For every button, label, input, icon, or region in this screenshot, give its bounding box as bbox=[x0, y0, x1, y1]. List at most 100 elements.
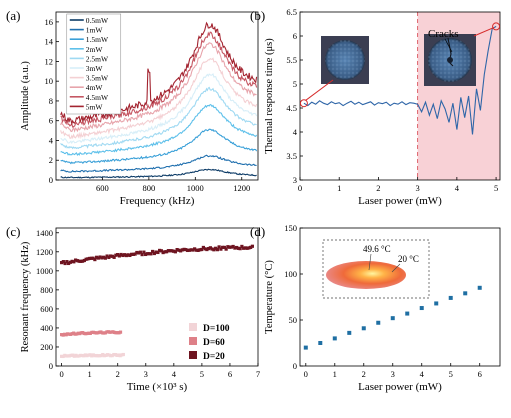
data-point bbox=[173, 250, 177, 254]
x-tick-label: 3 bbox=[416, 183, 420, 193]
legend-swatch bbox=[189, 337, 197, 345]
data-point bbox=[114, 253, 118, 257]
data-point bbox=[142, 250, 146, 254]
data-point bbox=[477, 285, 482, 290]
data-point bbox=[215, 248, 219, 252]
data-point bbox=[147, 252, 151, 256]
data-point bbox=[187, 248, 191, 252]
legend-label: 1.5mW bbox=[86, 35, 109, 44]
x-tick-label: 0 bbox=[298, 183, 302, 193]
data-point bbox=[117, 254, 121, 258]
data-point bbox=[231, 244, 235, 249]
y-axis-label: Temperature (°C) bbox=[264, 260, 275, 334]
data-point bbox=[96, 256, 100, 260]
data-point bbox=[84, 257, 88, 261]
y-tick-label: 4 bbox=[49, 135, 54, 145]
data-point bbox=[161, 250, 165, 255]
y-tick-label: 1200 bbox=[36, 247, 53, 257]
y-tick-label: 6.5 bbox=[286, 7, 297, 17]
data-point bbox=[434, 301, 439, 306]
temperature-points bbox=[303, 285, 482, 350]
y-tick-label: 10 bbox=[45, 76, 54, 86]
data-point bbox=[72, 260, 76, 264]
data-point bbox=[63, 261, 67, 266]
legend-label: 3.5mW bbox=[86, 74, 109, 83]
hot-temperature-label: 49.6 °C bbox=[363, 244, 391, 254]
y-tick-label: 6 bbox=[49, 116, 53, 126]
legend-label: 0.5mW bbox=[86, 16, 109, 25]
data-point bbox=[61, 260, 65, 264]
cracks-pointer bbox=[444, 38, 453, 53]
data-point bbox=[243, 246, 247, 250]
data-point bbox=[158, 248, 162, 253]
data-point bbox=[100, 256, 104, 260]
hot-pointer bbox=[368, 253, 372, 271]
data-point bbox=[361, 326, 366, 331]
panel-label: (c) bbox=[6, 224, 20, 239]
y-tick-label: 3 bbox=[293, 175, 297, 185]
data-point bbox=[109, 254, 113, 258]
data-point bbox=[112, 255, 116, 259]
data-point bbox=[91, 256, 95, 260]
data-point bbox=[247, 246, 251, 250]
legend-label: 4.5mW bbox=[86, 93, 109, 102]
data-point bbox=[82, 258, 86, 263]
data-point bbox=[119, 252, 123, 257]
data-point bbox=[376, 320, 381, 325]
x-tick-label: 1 bbox=[88, 369, 92, 379]
data-point bbox=[240, 244, 244, 249]
data-point bbox=[182, 247, 186, 251]
y-tick-label: 150 bbox=[284, 223, 297, 233]
spectra-series bbox=[60, 21, 258, 179]
data-point bbox=[212, 248, 216, 252]
data-point bbox=[121, 352, 125, 357]
data-point bbox=[145, 252, 149, 256]
y-tick-label: 6 bbox=[293, 31, 297, 41]
data-point bbox=[121, 253, 125, 258]
data-point bbox=[154, 250, 158, 254]
series-line-2mW bbox=[60, 103, 258, 157]
x-tick-label: 3 bbox=[144, 369, 148, 379]
legend-label: 3mW bbox=[86, 64, 104, 73]
series-line-4.5mW bbox=[60, 31, 258, 128]
y-axis-label: Resonant frequency (kHz) bbox=[20, 241, 31, 352]
y-tick-label: 1400 bbox=[36, 228, 53, 238]
panel-c-axes: 0 1 2 3 4 5 6 7 0 200 400 600 800 1000 1200 1400 Time (×… bbox=[6, 224, 260, 393]
thermal-inset: 49.6 °C 20 °C bbox=[322, 239, 430, 299]
data-point bbox=[390, 316, 395, 321]
legend-label: 4mW bbox=[86, 83, 104, 92]
legend-label: 5mW bbox=[86, 102, 104, 111]
x-tick-label: 1000 bbox=[187, 183, 204, 193]
data-point bbox=[116, 253, 120, 257]
x-axis-label: Laser power (mW) bbox=[358, 195, 442, 207]
data-point bbox=[131, 252, 135, 256]
data-point bbox=[193, 247, 197, 251]
data-point bbox=[228, 245, 232, 249]
data-point bbox=[124, 253, 128, 258]
data-point bbox=[133, 252, 137, 256]
x-tick-label: 7 bbox=[256, 369, 260, 379]
legend: D=100 D=60 D=20 bbox=[189, 323, 230, 362]
y-tick-label: 12 bbox=[45, 56, 54, 66]
series-D=100 bbox=[60, 352, 125, 359]
pointer-line-before bbox=[305, 79, 334, 101]
data-point bbox=[170, 249, 174, 253]
x-axis-label: Laser power (mW) bbox=[358, 381, 442, 393]
data-point bbox=[156, 250, 160, 255]
data-point bbox=[203, 247, 207, 251]
x-tick-label: 6 bbox=[228, 369, 232, 379]
series-line-5mW bbox=[60, 21, 258, 126]
data-point bbox=[196, 248, 200, 253]
y-tick-label: 1000 bbox=[36, 266, 53, 276]
x-tick-label: 1 bbox=[333, 369, 337, 379]
data-point bbox=[347, 330, 352, 335]
panel-b-axes: 0 1 2 3 4 5 3 3.5 4 4.5 5 5.5 6 6.5 Laser power (mW) Th… bbox=[250, 7, 501, 207]
plot-frame bbox=[299, 227, 501, 367]
data-point bbox=[205, 247, 209, 252]
data-point bbox=[144, 252, 148, 257]
x-tick-label: 600 bbox=[96, 183, 109, 193]
data-point bbox=[68, 260, 72, 264]
y-tick-label: 3.5 bbox=[286, 151, 297, 161]
